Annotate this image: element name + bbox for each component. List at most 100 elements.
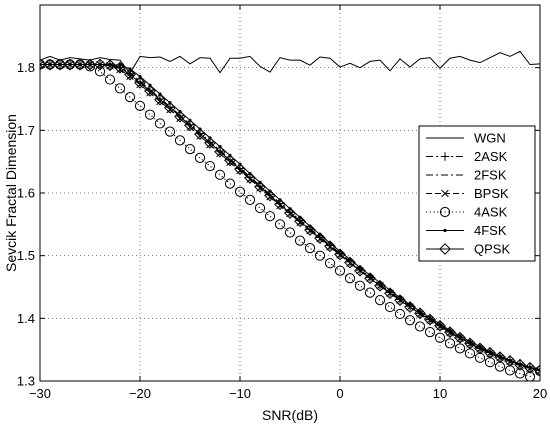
data-point: [454, 331, 466, 344]
y-tick-label: 1.7: [17, 123, 35, 138]
x-tick-label: −30: [29, 386, 51, 401]
data-point: [324, 258, 336, 269]
data-point: [214, 169, 226, 180]
data-point: [226, 158, 234, 167]
data-point: [354, 280, 366, 291]
data-point: [114, 61, 126, 74]
data-point: [40, 60, 44, 69]
data-point: [54, 58, 66, 71]
data-point: [138, 74, 142, 79]
data-point: [514, 358, 526, 371]
data-point: [104, 74, 116, 85]
data-point: [186, 123, 194, 131]
data-point: [134, 76, 146, 89]
series-line: [40, 64, 540, 372]
data-point: [244, 172, 256, 184]
data-point: [408, 302, 412, 307]
data-point: [374, 279, 386, 292]
data-point: [84, 61, 96, 72]
data-point: [258, 180, 262, 184]
x-tick-label: −10: [229, 386, 251, 401]
legend-marker: [440, 152, 450, 161]
data-point: [224, 154, 236, 167]
tick-labels: −30 −20 −10 0 10 20 1.3 1.4 1.5 1.6 1.7 1.8: [17, 60, 547, 401]
data-point: [154, 93, 166, 106]
legend-entry-4fsk: 4FSK: [426, 223, 507, 238]
data-point: [434, 332, 446, 343]
data-point: [216, 149, 224, 158]
legend-label: 2FSK: [474, 168, 507, 183]
x-tick-label: 0: [336, 386, 343, 401]
data-point: [164, 126, 176, 137]
data-point: [204, 160, 216, 172]
data-point: [444, 338, 456, 349]
data-point: [214, 145, 226, 158]
data-point: [314, 250, 326, 261]
data-point: [194, 152, 206, 164]
data-point: [144, 84, 156, 97]
data-point: [40, 58, 46, 71]
data-point: [414, 307, 426, 320]
data-point: [478, 344, 482, 349]
data-point: [334, 265, 346, 276]
data-point: [274, 198, 286, 211]
data-point: [434, 319, 446, 332]
data-point: [384, 301, 396, 313]
data-point: [118, 63, 122, 67]
data-point: [126, 72, 134, 81]
data-point: [294, 215, 306, 228]
legend: WGN 2ASK 2FSK BPSK 4ASK 4FSK QPSK: [418, 125, 536, 262]
data-point: [304, 224, 316, 236]
data-point: [404, 315, 416, 326]
data-point: [196, 132, 204, 140]
data-point: [294, 235, 306, 246]
legend-label: 2ASK: [474, 149, 508, 164]
data-point: [424, 313, 436, 326]
data-point: [304, 243, 316, 254]
data-point: [124, 68, 136, 81]
data-point: [394, 308, 406, 320]
legend-label: WGN: [474, 131, 506, 146]
data-point: [504, 355, 516, 367]
data-point: [64, 58, 76, 71]
data-point: [494, 351, 506, 364]
data-point: [94, 66, 106, 77]
data-point: [274, 219, 286, 230]
y-tick-label: 1.6: [17, 186, 35, 201]
data-point: [114, 83, 126, 94]
series-qpsk: [40, 58, 540, 377]
data-point: [374, 295, 386, 306]
data-point: [174, 110, 186, 123]
data-point: [458, 334, 462, 338]
x-tick-label: 20: [533, 386, 547, 401]
legend-label: 4FSK: [474, 223, 507, 238]
legend-marker: [439, 206, 451, 218]
series-wgn: [40, 50, 540, 75]
data-point: [534, 364, 540, 377]
data-point: [154, 118, 166, 129]
data-point: [354, 264, 366, 277]
data-point: [234, 163, 246, 176]
data-point: [254, 180, 266, 193]
data-point: [184, 119, 196, 132]
data-point: [284, 227, 296, 238]
data-point: [194, 128, 206, 141]
legend-entry-wgn: WGN: [426, 131, 506, 146]
data-point: [404, 301, 416, 313]
data-point: [314, 232, 326, 245]
data-point: [136, 80, 144, 89]
data-point: [248, 171, 252, 176]
data-point: [134, 100, 146, 111]
legend-entry-bpsk: BPSK: [426, 186, 509, 201]
data-point: [224, 178, 236, 189]
data-point: [464, 337, 476, 350]
data-point: [474, 342, 486, 355]
x-tick-label: −20: [129, 386, 151, 401]
data-point: [146, 89, 154, 97]
series-layer: [40, 50, 540, 381]
data-point: [344, 273, 356, 284]
series-line: [40, 50, 540, 75]
legend-label: BPSK: [474, 186, 509, 201]
data-point: [264, 189, 276, 202]
data-point: [454, 343, 466, 354]
